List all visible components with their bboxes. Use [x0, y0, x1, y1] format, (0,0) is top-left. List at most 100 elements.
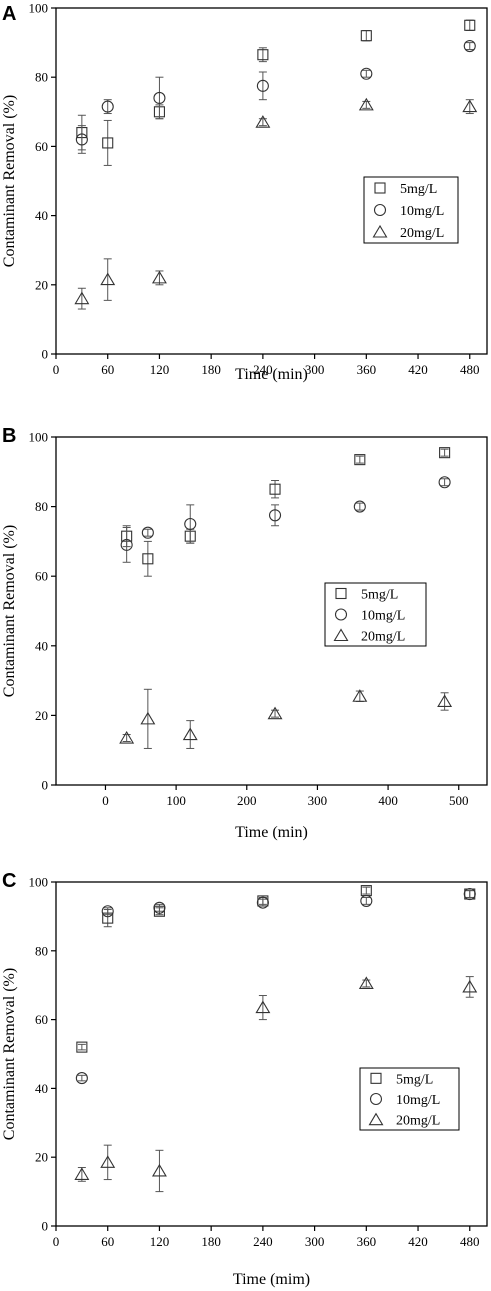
x-axis-label: Time (mim) [233, 1271, 310, 1288]
legend-marker [372, 224, 388, 238]
y-tick-label: 80 [35, 499, 48, 514]
data-point [74, 1167, 90, 1180]
series-5mgl [76, 19, 476, 166]
x-tick-label: 360 [357, 362, 377, 377]
data-point [141, 526, 154, 539]
series-10mgl [120, 476, 451, 563]
legend-box [324, 582, 427, 647]
legend: 5mg/L 10mg/L 20mg/L [363, 176, 459, 244]
y-tick-label: 0 [42, 347, 49, 362]
series-5mgl [121, 447, 451, 577]
legend-box [363, 176, 459, 244]
legend-marker [333, 628, 349, 642]
y-tick-label: 100 [29, 430, 49, 445]
data-point [151, 1163, 167, 1177]
x-tick-label: 0 [53, 362, 60, 377]
panel-c: C 0 60 120 180 240 300 360 420 480 0 20 40 60 80 100 Tim… [1, 870, 488, 1288]
y-tick-label: 60 [35, 139, 48, 154]
x-tick-label: 120 [150, 362, 170, 377]
y-tick-label: 80 [35, 943, 48, 958]
x-tick-label: 420 [408, 1234, 428, 1249]
series-20mgl [119, 688, 453, 749]
x-tick-label: 300 [308, 793, 328, 808]
y-tick-label: 100 [29, 1, 49, 16]
y-axis-label: Contaminant Removal (%) [1, 525, 18, 697]
legend-label: 5mg/L [400, 182, 437, 197]
y-tick-label: 80 [35, 70, 48, 85]
series-10mgl [75, 887, 476, 1085]
data-point [184, 517, 197, 531]
data-point [462, 99, 478, 113]
legend-label: 5mg/L [361, 588, 398, 603]
legend-label: 20mg/L [400, 226, 444, 241]
y-tick-label: 60 [35, 569, 48, 584]
data-point [75, 1072, 88, 1085]
data-point [464, 19, 476, 31]
y-tick-label: 0 [42, 1219, 49, 1234]
data-point [75, 133, 88, 146]
x-tick-label: 480 [460, 362, 480, 377]
plot-frame [55, 881, 488, 1227]
x-tick-label: 400 [378, 793, 398, 808]
data-point [182, 727, 198, 741]
data-point [255, 1000, 271, 1014]
data-point [256, 79, 269, 92]
series-20mgl [74, 97, 478, 310]
y-tick-label: 40 [35, 208, 48, 223]
y-tick-label: 20 [35, 277, 48, 292]
x-tick-label: 300 [305, 362, 325, 377]
y-axis-label: Contaminant Removal (%) [1, 968, 18, 1140]
legend: 5mg/L 10mg/L 20mg/L [324, 582, 427, 647]
data-point [352, 689, 368, 702]
y-tick-label: 60 [35, 1012, 48, 1027]
legend-marker [334, 608, 348, 621]
legend-marker [370, 1072, 382, 1084]
x-tick-label: 180 [201, 1234, 221, 1249]
panel-letter: A [2, 3, 16, 25]
panel-b: B 0 100 200 300 400 500 0 20 40 60 80 100 Time (min) C… [1, 425, 488, 841]
legend-marker [374, 182, 386, 194]
x-tick-label: 240 [253, 362, 273, 377]
x-tick-label: 60 [101, 362, 114, 377]
x-tick-label: 240 [253, 1234, 273, 1249]
x-tick-label: 200 [237, 793, 257, 808]
x-tick-label: 100 [166, 793, 186, 808]
legend-label: 10mg/L [396, 1093, 440, 1108]
data-point [140, 711, 156, 725]
series-5mgl [76, 885, 476, 1053]
data-point [142, 553, 154, 565]
data-point [76, 1041, 88, 1053]
data-point [438, 476, 451, 489]
x-tick-label: 360 [357, 1234, 377, 1249]
legend-label: 20mg/L [396, 1114, 440, 1129]
data-point [360, 67, 373, 80]
legend-marker [368, 1112, 384, 1126]
x-tick-label: 120 [150, 1234, 170, 1249]
data-point [353, 500, 366, 513]
data-point [463, 40, 476, 53]
x-tick-label: 0 [53, 1234, 60, 1249]
data-point [267, 706, 283, 720]
legend-marker [369, 1092, 383, 1106]
data-point [153, 91, 166, 105]
y-tick-label: 0 [42, 778, 49, 793]
data-point [437, 694, 453, 708]
x-axis-label: Time (min) [235, 366, 308, 383]
legend: 5mg/L 10mg/L 20mg/L [359, 1067, 460, 1131]
data-point [102, 137, 114, 149]
data-point [358, 97, 374, 111]
x-tick-label: 180 [201, 362, 221, 377]
x-tick-label: 420 [408, 362, 428, 377]
x-tick-label: 500 [449, 793, 469, 808]
x-tick-label: 300 [305, 1234, 325, 1249]
data-point [360, 30, 372, 42]
y-axis-label: Contaminant Removal (%) [1, 95, 18, 267]
plot-frame [55, 436, 488, 786]
data-point [354, 454, 366, 466]
data-point [256, 896, 269, 909]
series-20mgl [74, 976, 478, 1193]
data-point [74, 291, 90, 305]
data-point [100, 1155, 116, 1168]
y-tick-label: 40 [35, 1081, 48, 1096]
